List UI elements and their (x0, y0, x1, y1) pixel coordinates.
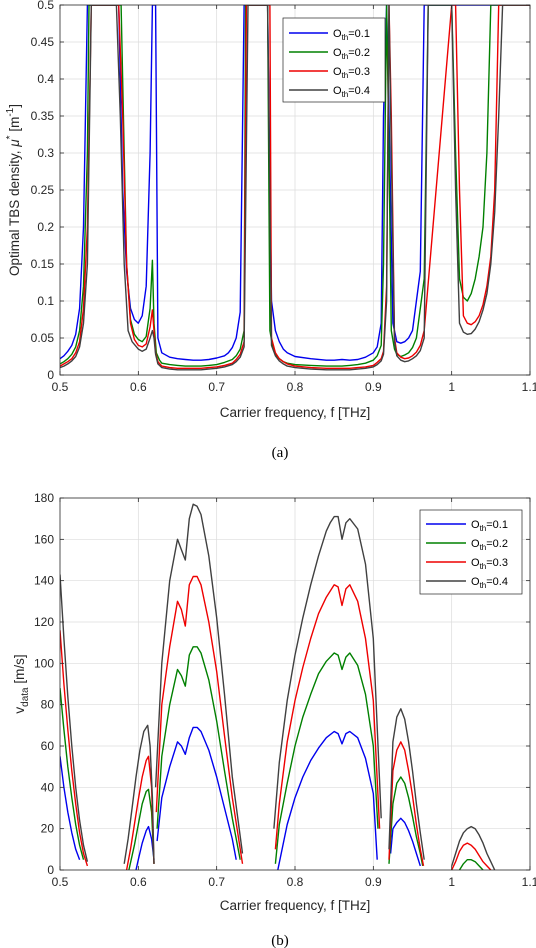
chart-b-ytick-label: 0 (47, 863, 54, 877)
chart-a: 0.5 0.6 0.7 0.8 0.9 1 1.1 0 0.05 0.1 0.15 0.2 0.25 0.… (5, 0, 536, 461)
chart-a-ytick-label: 0.1 (37, 294, 54, 308)
chart-b-ytick-label: 160 (34, 532, 54, 546)
chart-b-xtick-label: 0.5 (52, 875, 69, 889)
chart-b-series-2-line-seg-1 (60, 688, 85, 860)
chart-a-legend: Oth=0.1 Oth=0.2 Oth=0.3 Oth=0.4 (282, 17, 386, 103)
chart-b-series-4-line-seg-4 (273, 515, 382, 829)
chart-a-legend-label-3: Oth=0.3 (333, 66, 370, 80)
chart-a-ytick-label: 0.45 (31, 35, 55, 49)
chart-a-ytick-label: 0.3 (37, 146, 54, 160)
chart-a-series-3-line (60, 5, 530, 369)
chart-b-series-3-line-seg-4 (274, 584, 381, 850)
chart-b-series-1-line-seg-4 (277, 730, 378, 870)
chart-b-ytick-label: 120 (34, 615, 54, 629)
chart-a-xtick-label: 1.1 (522, 380, 536, 394)
chart-a-xtick-label: 1 (448, 380, 455, 394)
chart-b-legend-label-1: Oth=0.1 (471, 519, 508, 533)
chart-a-ytick-label: 0.2 (37, 220, 54, 234)
chart-b-ticks: 0.5 0.6 0.7 0.8 0.9 1 1.1 0 20 40 60 80 100 120 140 160… (34, 491, 536, 889)
chart-a-legend-label-2: Oth=0.2 (333, 47, 370, 61)
chart-b-xtick-label: 1.1 (522, 875, 536, 889)
chart-a-ticks: 0.5 0.6 0.7 0.8 0.9 1 1.1 0 0.05 0.1 0.15 0.2 0.25 0.… (31, 0, 536, 394)
chart-b-caption: (b) (271, 933, 289, 948)
chart-b-xtick-label: 1 (448, 875, 455, 889)
chart-b-series-2-line-seg-2 (128, 788, 155, 870)
chart-b-legend-label-3: Oth=0.3 (471, 557, 508, 571)
chart-b-xtick-label: 0.7 (208, 875, 225, 889)
chart-a-ytick-label: 0.15 (31, 257, 55, 271)
chart-a-ytick-label: 0.5 (37, 0, 54, 12)
chart-a-series-4-line (60, 5, 530, 371)
chart-b-legend-label-4: Oth=0.4 (471, 576, 508, 590)
chart-a-caption: (a) (272, 445, 289, 461)
chart-b-series-3-line-seg-3 (155, 575, 244, 864)
chart-a-xtick-label: 0.8 (287, 380, 304, 394)
chart-a-legend-label-1: Oth=0.1 (333, 28, 370, 42)
chart-a-xlabel: Carrier frequency, f [THz] (220, 405, 371, 420)
chart-b-series-4-line-seg-1 (60, 574, 89, 862)
chart-b-ylabel: vdata [m/s] (12, 654, 31, 713)
chart-b-series-4-line-seg-3 (154, 503, 244, 854)
chart-b-series-2-line-seg-3 (156, 646, 241, 860)
chart-b-series-2-line-seg-5 (388, 776, 424, 867)
chart-b-ytick-label: 80 (41, 698, 55, 712)
chart-b-xtick-label: 0.6 (130, 875, 147, 889)
chart-b-series-1-line-seg-1 (60, 756, 81, 860)
chart-b-series-3-line-seg-6 (451, 842, 492, 870)
chart-a-ytick-label: 0.35 (31, 109, 55, 123)
chart-b-legend-label-2: Oth=0.2 (471, 538, 508, 552)
chart-b-series-3-line-seg-5 (388, 741, 425, 867)
chart-a-ytick-label: 0.25 (31, 183, 55, 197)
chart-a-ylabel: Optimal TBS density, μ* [m-1] (5, 104, 22, 276)
chart-a-legend-label-4: Oth=0.4 (333, 85, 370, 99)
chart-b-series-4-line-seg-2 (123, 724, 155, 864)
chart-b-ytick-label: 60 (41, 739, 55, 753)
chart-a-xtick-label: 0.9 (365, 380, 382, 394)
chart-b: 0.5 0.6 0.7 0.8 0.9 1 1.1 0 20 40 60 80 100 120 140 160… (12, 491, 536, 948)
chart-b-series-3-line-seg-1 (60, 630, 89, 867)
chart-a-legend-box (282, 17, 386, 103)
chart-b-series-4-line-seg-6 (451, 825, 496, 870)
chart-b-series-2-line-seg-6 (458, 859, 484, 870)
chart-a-xtick-label: 0.7 (208, 380, 225, 394)
chart-b-ytick-label: 20 (41, 822, 55, 836)
chart-a-xtick-label: 0.5 (52, 380, 69, 394)
chart-b-series-4-line-seg-5 (388, 708, 425, 860)
chart-b-ytick-label: 140 (34, 574, 54, 588)
chart-b-ytick-label: 180 (34, 491, 54, 505)
chart-b-ytick-label: 100 (34, 656, 54, 670)
chart-b-series-2-line-seg-4 (274, 652, 379, 864)
chart-b-series-1-line-seg-2 (135, 825, 155, 870)
chart-b-xlabel: Carrier frequency, f [THz] (220, 898, 371, 913)
chart-b-legend: Oth=0.1 Oth=0.2 Oth=0.3 Oth=0.4 (419, 509, 523, 595)
chart-a-ytick-label: 0.4 (37, 72, 54, 86)
chart-b-xtick-label: 0.9 (365, 875, 382, 889)
chart-a-xtick-label: 0.6 (130, 380, 147, 394)
chart-b-ytick-label: 40 (41, 780, 55, 794)
chart-b-xtick-label: 0.8 (287, 875, 304, 889)
chart-a-ytick-label: 0 (47, 368, 54, 382)
chart-a-ytick-label: 0.05 (31, 331, 55, 345)
chart-b-series (60, 503, 496, 870)
chart-b-series-3-line-seg-2 (125, 755, 155, 870)
chart-b-series-1-line-seg-5 (389, 817, 421, 867)
chart-b-series-1-line-seg-3 (156, 726, 237, 860)
